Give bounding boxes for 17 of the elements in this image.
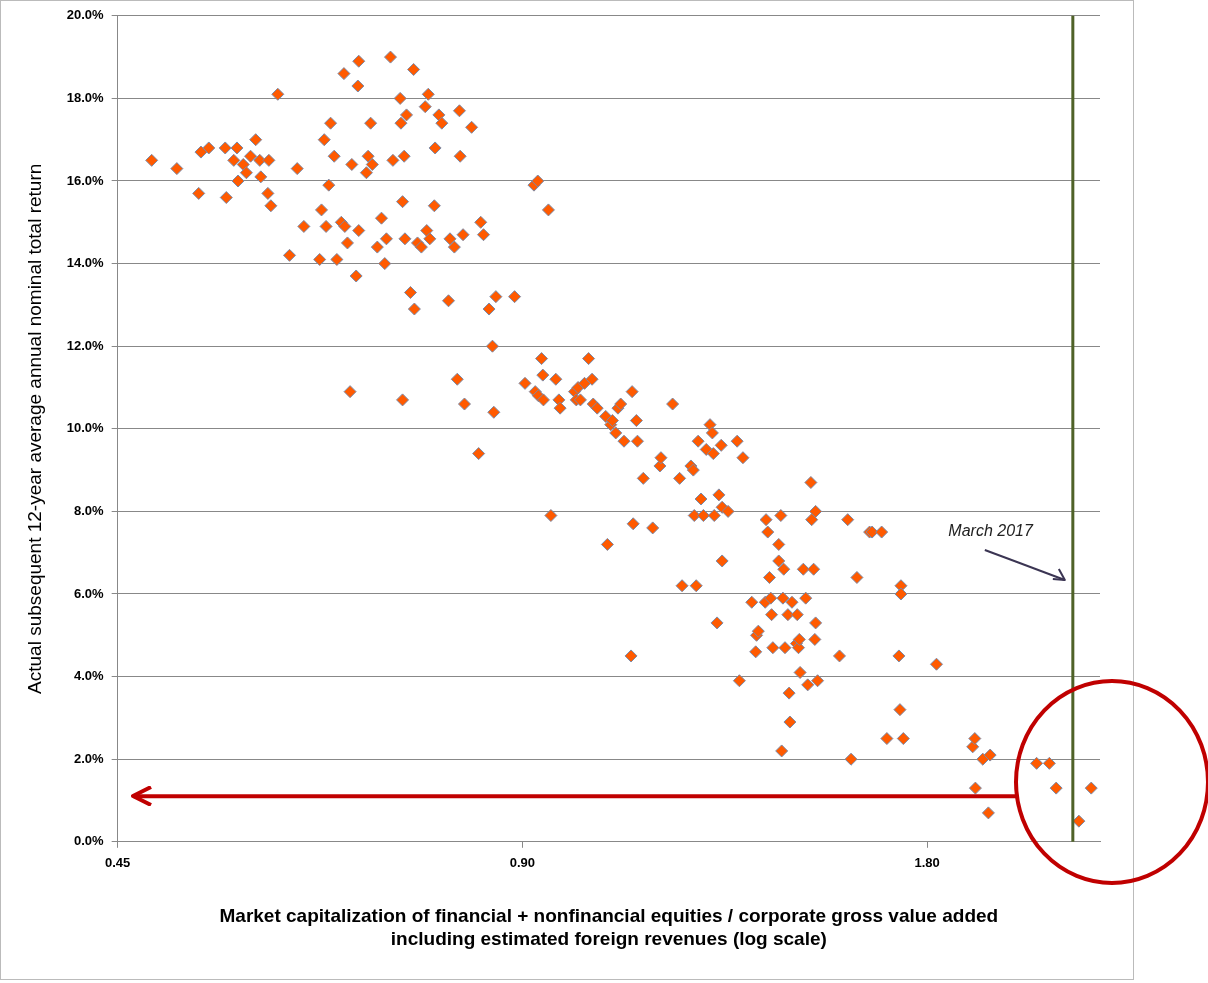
y-tick-label: 18.0%	[66, 89, 105, 105]
x-tick-label: 0.90	[509, 855, 536, 871]
y-tick-label: 8.0%	[74, 502, 105, 518]
y-axis-title: Actual subsequent 12-year average annual nominal total return	[23, 163, 45, 694]
y-tick-label: 12.0%	[66, 337, 105, 353]
y-tick-label: 6.0%	[74, 585, 105, 601]
x-tick-label: 1.80	[914, 855, 940, 871]
y-tick-label: 20.0%	[66, 7, 105, 23]
y-tick-label: 2.0%	[74, 750, 105, 766]
y-tick-label: 14.0%	[66, 255, 105, 271]
x-axis-title: Market capitalization of financial + nonfinancial equities / corporate gross value added including estimated foreign revenues (log scale)	[219, 905, 999, 949]
y-tick-label: 0.0%	[74, 833, 105, 849]
y-tick-label: 16.0%	[66, 172, 105, 188]
ref-line-label: March 2017	[948, 521, 1034, 539]
y-tick-label: 10.0%	[66, 420, 105, 436]
x-tick-label: 0.45	[105, 855, 131, 871]
y-tick-label: 4.0%	[74, 668, 105, 684]
